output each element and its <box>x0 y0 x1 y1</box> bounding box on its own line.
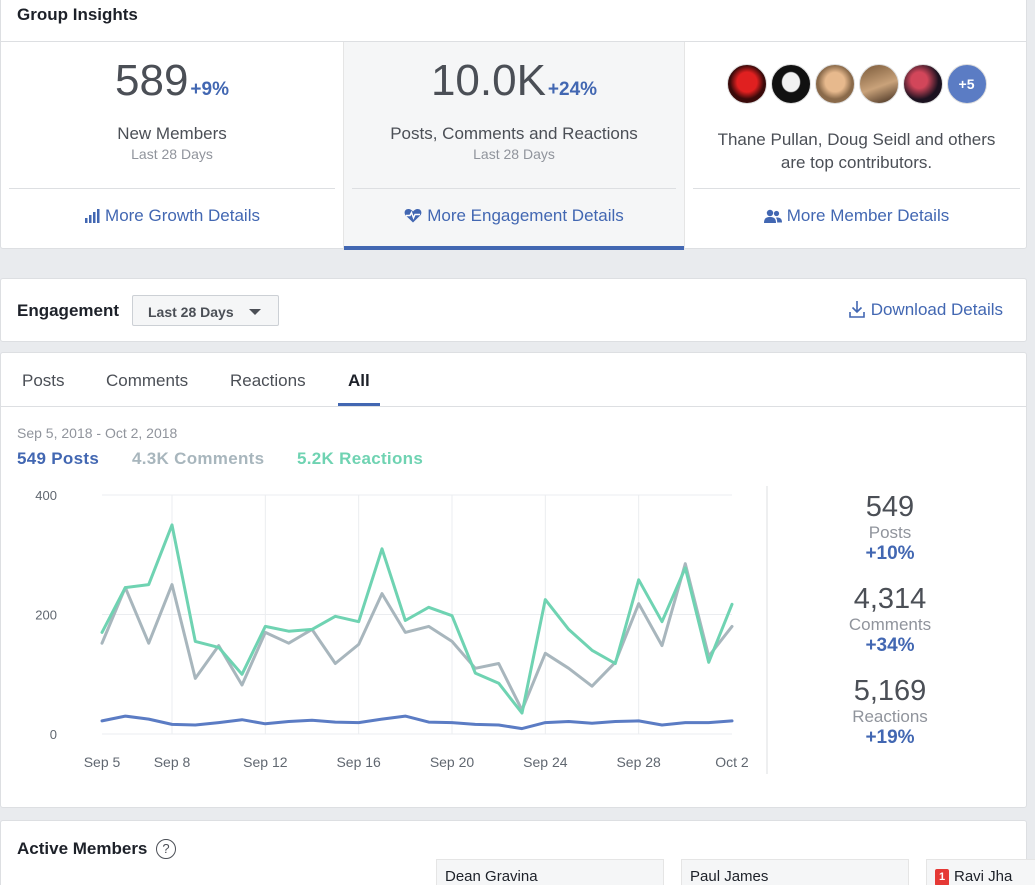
caret-down-icon <box>249 309 261 315</box>
engagement-metric: 10.0K +24% <box>344 56 684 106</box>
more-engagement-details-label: More Engagement Details <box>427 206 624 225</box>
engagement-header: Engagement Last 28 Days Download Details <box>0 278 1027 342</box>
x-tick-label: Sep 20 <box>430 754 475 770</box>
legend-posts[interactable]: 549 Posts <box>17 449 100 468</box>
member-name: Paul James <box>690 868 769 885</box>
top-contributors-panel[interactable]: +5 Thane Pullan, Doug Seidl and others a… <box>685 42 1028 250</box>
avatar[interactable] <box>858 64 899 104</box>
posts-delta: +10% <box>865 543 915 564</box>
posts-label: Posts <box>868 523 912 542</box>
member-name: Dean Gravina <box>445 868 538 885</box>
posts-summary: 549 Posts +10% <box>821 491 959 565</box>
comments-total: 4,314 <box>853 583 927 615</box>
engagement-value: 10.0K <box>430 56 546 105</box>
tab-posts[interactable]: Posts <box>22 371 65 390</box>
new-members-label: New Members <box>117 124 227 143</box>
more-engagement-details-link[interactable]: More Engagement Details <box>344 206 684 228</box>
active-tab-indicator <box>338 403 380 406</box>
date-range-label: Last 28 Days <box>148 304 234 320</box>
engagement-delta: +24% <box>547 79 598 100</box>
top-contributors-text: Thane Pullan, Doug Seidl and others are … <box>705 128 1008 174</box>
new-members-metric: 589 +9% <box>1 56 343 106</box>
divider <box>1 41 1026 42</box>
reactions-label: Reactions <box>852 707 928 726</box>
divider <box>352 188 676 189</box>
divider <box>693 188 1020 189</box>
member-name: Ravi Jha <box>954 868 1013 885</box>
x-tick-label: Sep 16 <box>336 754 381 770</box>
series-line-comments <box>100 562 734 712</box>
series-line-posts <box>100 714 734 731</box>
avatar[interactable] <box>902 64 943 104</box>
tab-comments[interactable]: Comments <box>106 371 189 390</box>
engagement-period: Last 28 Days <box>473 146 555 162</box>
active-members-title: Active Members <box>17 839 148 858</box>
top-contributors-line-2: are top contributors. <box>780 153 933 172</box>
x-tick-label: Sep 5 <box>84 754 121 770</box>
more-member-details-link[interactable]: More Member Details <box>685 206 1028 228</box>
tab-all[interactable]: All <box>348 371 370 390</box>
download-icon <box>848 300 865 323</box>
x-tick-label: Oct 2 <box>715 754 749 770</box>
more-contributors-badge[interactable]: +5 <box>946 64 987 104</box>
y-tick-label: 0 <box>50 727 57 742</box>
help-icon[interactable]: ? <box>156 839 176 859</box>
tab-bar: Posts Comments Reactions All <box>1 353 1026 407</box>
x-tick-label: Sep 24 <box>523 754 568 770</box>
more-growth-details-label: More Growth Details <box>105 206 260 225</box>
bar-chart-icon <box>84 208 100 228</box>
x-tick-label: Sep 12 <box>243 754 288 770</box>
member-card[interactable]: 1 Ravi Jha <box>926 859 1035 885</box>
new-members-panel[interactable]: 589 +9% New Members Last 28 Days More Gro… <box>1 42 343 250</box>
avatar[interactable] <box>726 64 767 104</box>
engagement-panel[interactable]: 10.0K +24% Posts, Comments and Reactions … <box>343 42 685 250</box>
comments-delta: +34% <box>865 635 915 656</box>
engagement-chart-card: Posts Comments Reactions All Sep 5, 2018… <box>0 352 1027 808</box>
member-card[interactable]: Dean Gravina <box>436 859 664 885</box>
chart-date-range: Sep 5, 2018 - Oct 2, 2018 <box>17 425 178 441</box>
selected-panel-indicator <box>344 246 684 250</box>
group-insights-card: Group Insights 589 +9% New Members Last 2… <box>0 0 1028 250</box>
rank-badge: 1 <box>935 869 949 885</box>
legend-comments[interactable]: 4.3K Comments <box>132 449 265 468</box>
x-tick-label: Sep 28 <box>616 754 661 770</box>
active-members-card: Active Members ? Dean Gravina Paul James… <box>0 820 1035 885</box>
reactions-delta: +19% <box>865 727 915 748</box>
date-range-dropdown[interactable]: Last 28 Days <box>132 295 279 326</box>
contributor-avatars: +5 <box>685 64 1028 104</box>
comments-summary: 4,314 Comments +34% <box>821 583 959 657</box>
download-details-label: Download Details <box>870 300 1003 319</box>
comments-label: Comments <box>848 615 932 634</box>
new-members-value: 589 <box>115 56 189 105</box>
more-member-details-label: More Member Details <box>786 206 950 225</box>
x-tick-label: Sep 8 <box>154 754 191 770</box>
more-growth-details-link[interactable]: More Growth Details <box>1 206 343 228</box>
engagement-label: Posts, Comments and Reactions <box>390 124 638 143</box>
download-details-link[interactable]: Download Details <box>848 300 1003 323</box>
group-insights-title: Group Insights <box>17 5 138 24</box>
legend-reactions[interactable]: 5.2K Reactions <box>297 449 424 468</box>
y-tick-label: 400 <box>35 488 57 503</box>
avatar[interactable] <box>770 64 811 104</box>
top-contributors-line-1: Thane Pullan, Doug Seidl and others <box>717 130 996 149</box>
engagement-title: Engagement <box>17 301 120 320</box>
new-members-period: Last 28 Days <box>131 146 213 162</box>
heart-pulse-icon <box>404 208 422 228</box>
divider <box>9 188 335 189</box>
series-line-reactions <box>100 523 734 715</box>
engagement-line-chart: 400 200 0 Sep 5 Sep 8 Sep 12 Sep 16 Sep 20 Sep 2… <box>35 486 768 774</box>
member-card[interactable]: Paul James <box>681 859 909 885</box>
new-members-delta: +9% <box>190 79 229 100</box>
y-tick-label: 200 <box>35 608 57 623</box>
reactions-summary: 5,169 Reactions +19% <box>821 675 959 749</box>
people-icon <box>763 208 782 228</box>
posts-total: 549 <box>865 491 915 523</box>
reactions-total: 5,169 <box>853 675 927 707</box>
tab-reactions[interactable]: Reactions <box>230 371 306 390</box>
avatar[interactable] <box>814 64 855 104</box>
